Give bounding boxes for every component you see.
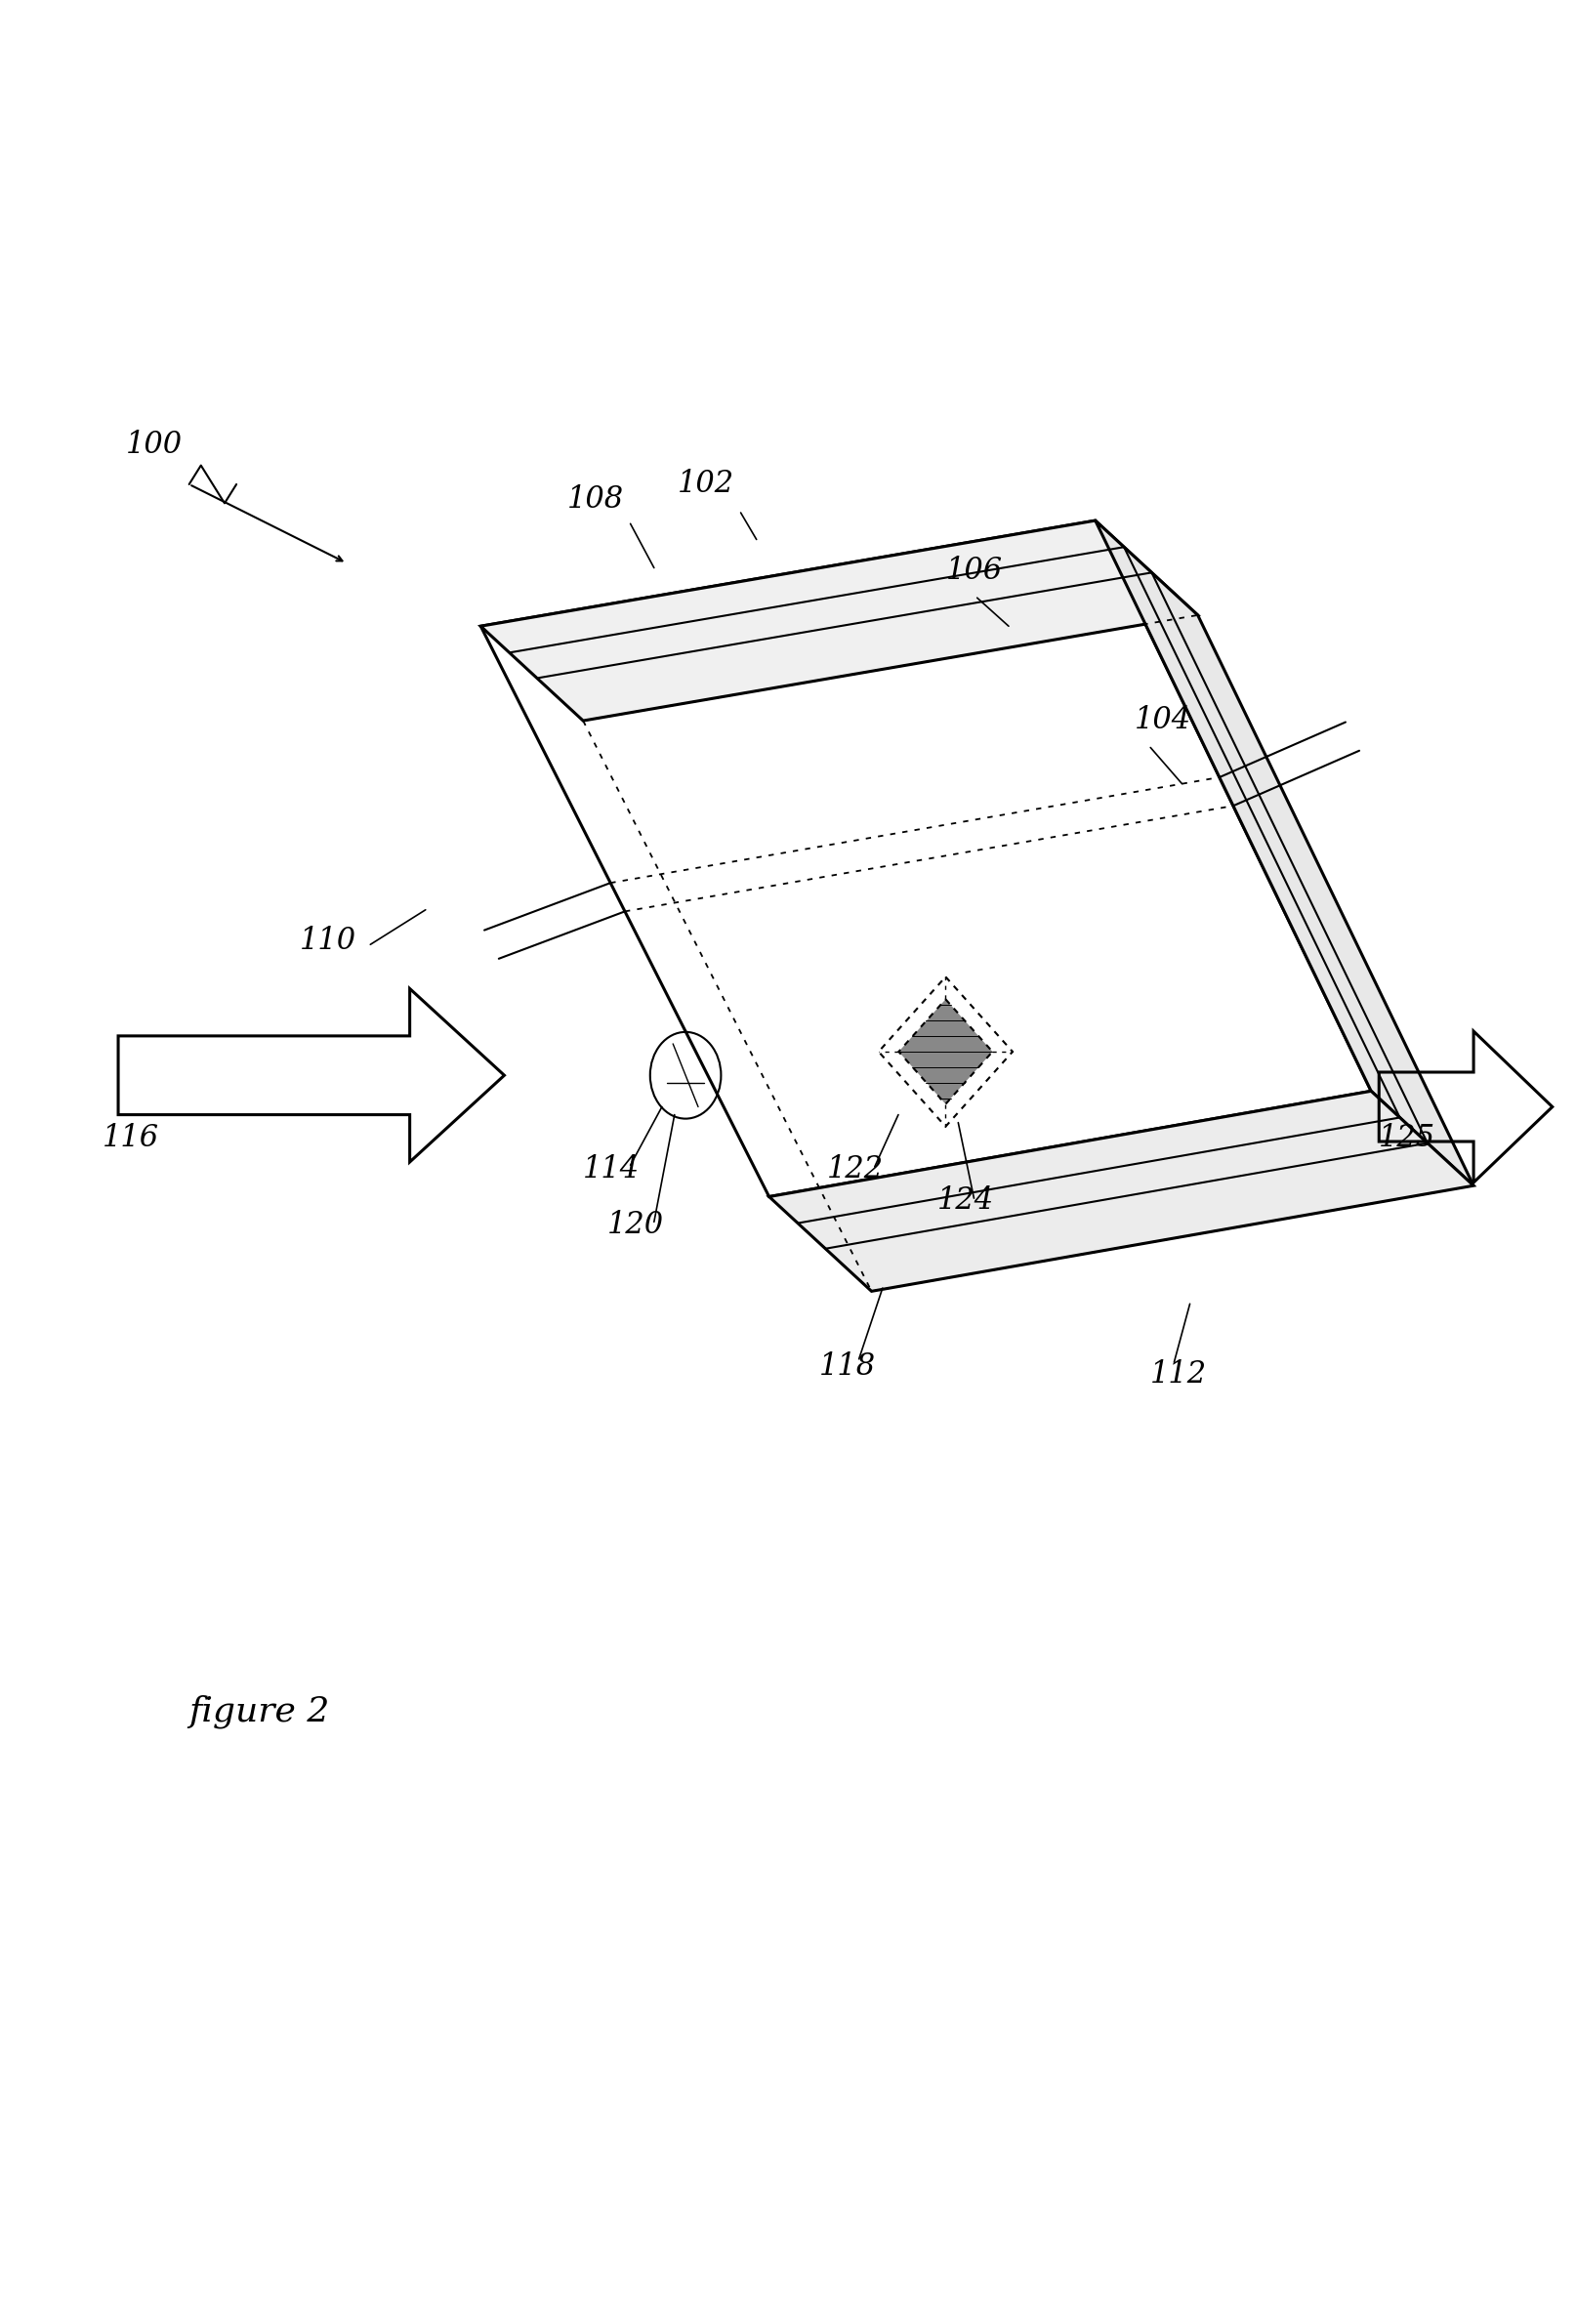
Text: 118: 118 (820, 1350, 876, 1380)
Text: 124: 124 (938, 1185, 994, 1215)
Polygon shape (898, 999, 993, 1104)
Text: 122: 122 (827, 1155, 884, 1185)
Text: 106: 106 (946, 555, 1002, 586)
Polygon shape (769, 1090, 1474, 1292)
Text: 110: 110 (299, 925, 356, 955)
Text: 114: 114 (583, 1155, 640, 1185)
Text: 120: 120 (607, 1208, 663, 1239)
Text: figure 2: figure 2 (189, 1694, 329, 1729)
Text: 125: 125 (1379, 1122, 1436, 1153)
Text: 108: 108 (567, 483, 624, 516)
Text: 112: 112 (1150, 1360, 1207, 1390)
Polygon shape (1095, 521, 1474, 1185)
Text: 116: 116 (102, 1122, 159, 1153)
Text: 102: 102 (678, 469, 734, 500)
Polygon shape (481, 521, 1198, 720)
Text: 104: 104 (1135, 704, 1191, 734)
Text: 100: 100 (126, 430, 183, 460)
